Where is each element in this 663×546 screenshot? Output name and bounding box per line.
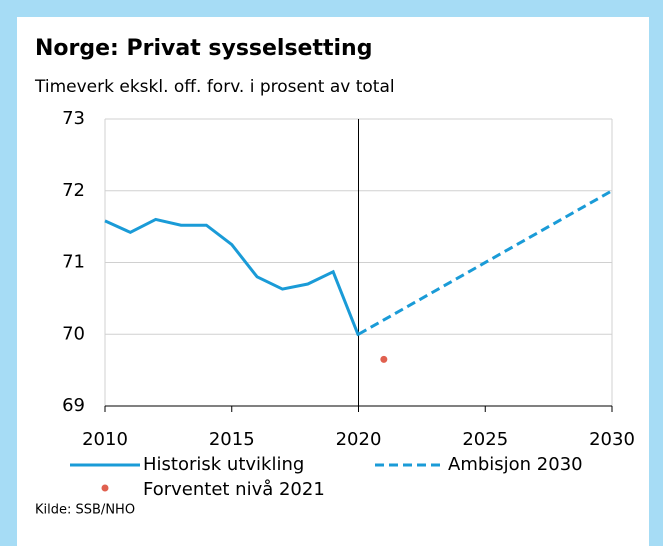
x-tick-label: 2025 — [462, 429, 508, 450]
legend-label: Ambisjon 2030 — [448, 454, 583, 475]
x-tick-label: 2020 — [336, 429, 382, 450]
y-tick-label: 71 — [62, 252, 85, 273]
source: Kilde: SSB/NHO — [35, 503, 135, 518]
point — [380, 355, 388, 363]
series-line — [357, 189, 613, 336]
legend-marker — [101, 484, 109, 492]
y-tick-label: 72 — [62, 180, 85, 201]
x-tick-label: 2015 — [209, 429, 255, 450]
chart-title: Norge: Privat sysselsetting — [35, 36, 372, 61]
y-tick-label: 69 — [62, 395, 85, 416]
x-tick-label: 2030 — [589, 429, 635, 450]
chart-subtitle: Timeverk ekskl. off. forv. i prosent av … — [34, 77, 395, 97]
legend-label: Historisk utvikling — [143, 454, 304, 475]
series-line — [104, 217, 360, 337]
legend-label: Forventet nivå 2021 — [143, 479, 325, 500]
y-tick-label: 70 — [62, 323, 85, 344]
x-tick-label: 2010 — [82, 429, 128, 450]
y-tick-label: 73 — [62, 108, 85, 129]
panel — [17, 17, 649, 546]
